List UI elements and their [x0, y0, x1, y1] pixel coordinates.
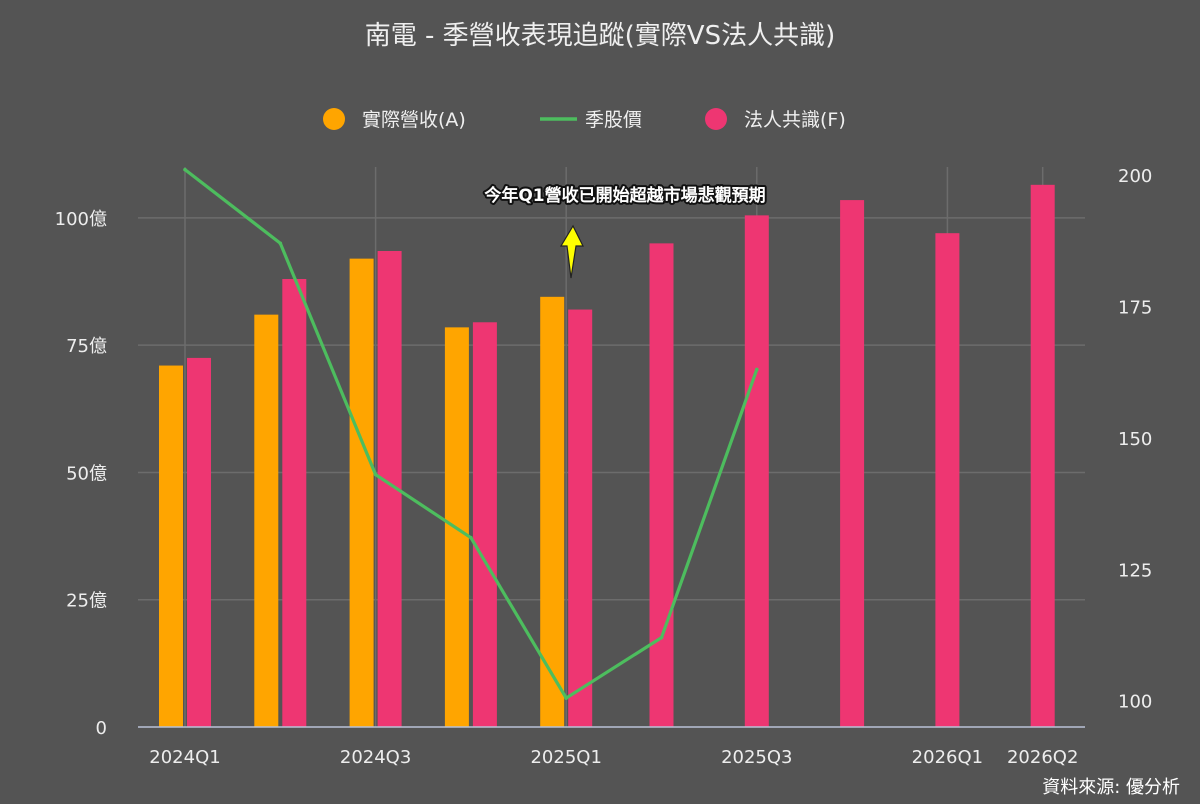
x-tick-label: 2024Q1 [149, 747, 220, 768]
legend-label: 季股價 [585, 109, 642, 131]
x-tick-label: 2025Q3 [721, 747, 792, 768]
bar-actual-revenue [349, 258, 374, 727]
y-left-tick-label: 25億 [66, 591, 107, 612]
bar-actual-revenue [159, 365, 183, 727]
y-right-tick-label: 150 [1118, 429, 1152, 450]
x-tick-label: 2026Q2 [1007, 747, 1078, 768]
price-point [183, 167, 187, 172]
price-point [755, 367, 759, 372]
y-right-tick-label: 100 [1118, 692, 1152, 713]
bar-consensus-revenue [1030, 184, 1055, 727]
price-point [469, 535, 473, 540]
y-left-tick-label: 75億 [66, 336, 107, 357]
legend-swatch [323, 108, 345, 130]
annotation: 今年Q1營收已開始超越市場悲觀預期 [482, 183, 768, 279]
legend-label: 法人共識(F) [744, 109, 846, 131]
bar-consensus-revenue [282, 279, 307, 727]
bar-actual-revenue [254, 314, 279, 727]
legend-swatch [705, 108, 727, 130]
bar-consensus-revenue [187, 357, 211, 727]
annotation-arrow-icon [559, 224, 584, 279]
y-right-tick-label: 175 [1118, 297, 1152, 318]
legend-item[interactable]: 實際營收(A) [323, 108, 466, 131]
x-tick-label: 2026Q1 [912, 747, 983, 768]
price-point [659, 635, 664, 640]
x-tick-label: 2025Q1 [530, 747, 601, 768]
legend-label: 實際營收(A) [362, 109, 466, 131]
chart-title: 南電 - 季營收表現追蹤(實際VS法人共識) [365, 21, 836, 51]
bar-consensus-revenue [840, 200, 865, 727]
x-tick-label: 2024Q3 [340, 747, 411, 768]
bar-consensus-revenue [935, 233, 960, 727]
legend-item[interactable]: 季股價 [540, 109, 642, 131]
y-right-tick-label: 125 [1118, 560, 1152, 581]
y-left-tick-label: 0 [96, 718, 107, 739]
bar-actual-revenue [540, 296, 565, 727]
source-note: 資料來源: 優分析 [1042, 777, 1180, 798]
bar-consensus-revenue [568, 309, 593, 727]
y-left-tick-label: 50億 [66, 463, 107, 484]
legend-item[interactable]: 法人共識(F) [705, 108, 846, 131]
y-left-tick-label: 100億 [55, 209, 107, 230]
y-right-tick-label: 200 [1118, 166, 1152, 187]
annotation-text: 今年Q1營收已開始超越市場悲觀預期 [484, 185, 765, 206]
price-point [278, 241, 283, 246]
bar-consensus-revenue [649, 243, 674, 727]
bar-consensus-revenue [472, 322, 497, 727]
bar-consensus-revenue [744, 215, 769, 727]
price-point [564, 696, 568, 700]
price-point [373, 472, 378, 477]
